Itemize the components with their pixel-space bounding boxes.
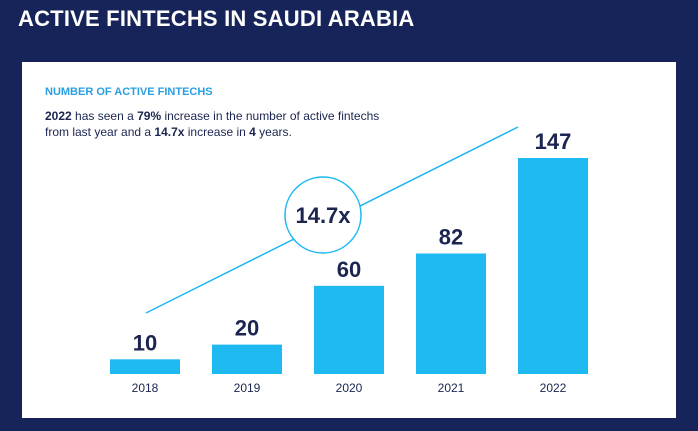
chart-description: 2022 has seen a 79% increase in the numb… xyxy=(45,108,405,140)
bar-value-label-2021: 82 xyxy=(439,225,463,250)
desc-part4: years. xyxy=(255,125,292,139)
desc-pct: 79% xyxy=(137,109,162,123)
x-tick-label-2018: 2018 xyxy=(132,381,159,395)
bar-value-label-2020: 60 xyxy=(337,257,361,282)
x-tick-label-2019: 2019 xyxy=(234,381,261,395)
desc-part3: increase in xyxy=(184,125,250,139)
bar-2022 xyxy=(518,158,588,374)
bar-2021 xyxy=(416,253,486,374)
card-heading: NUMBER OF ACTIVE FINTECHS xyxy=(45,86,213,98)
x-tick-label-2021: 2021 xyxy=(438,381,465,395)
bars-group: 10 2018 20 2019 60 2020 82 2021 147 2022 xyxy=(110,129,588,395)
desc-year: 2022 xyxy=(45,109,72,123)
bar-chart: 14.7x 10 2018 20 2019 60 2020 82 2021 147 2022 xyxy=(110,126,588,395)
bar-value-label-2018: 10 xyxy=(133,330,157,355)
bar-value-label-2019: 20 xyxy=(235,316,259,341)
x-tick-label-2020: 2020 xyxy=(336,381,363,395)
growth-multiplier-label: 14.7x xyxy=(295,203,351,228)
x-tick-label-2022: 2022 xyxy=(540,381,567,395)
desc-years: 4 xyxy=(249,125,256,139)
desc-part1: has seen a xyxy=(71,109,138,123)
chart-card: NUMBER OF ACTIVE FINTECHS 2022 has seen … xyxy=(22,62,676,418)
bar-2020 xyxy=(314,285,384,374)
bar-value-label-2022: 147 xyxy=(535,129,572,154)
desc-part2: increase in the number of active fintech… xyxy=(45,109,380,139)
desc-mult: 14.7x xyxy=(154,125,185,139)
page-title: ACTIVE FINTECHS IN SAUDI ARABIA xyxy=(18,6,415,31)
growth-circle xyxy=(284,176,362,254)
bar-2019 xyxy=(212,344,282,374)
bar-2018 xyxy=(110,359,180,374)
